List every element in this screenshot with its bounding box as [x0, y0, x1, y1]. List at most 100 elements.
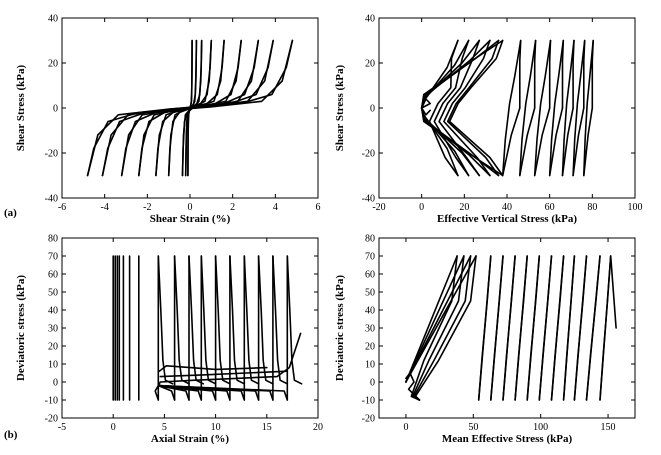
curve-layer	[405, 255, 617, 401]
x-tick-label: 80	[587, 202, 597, 213]
data-curve	[501, 39, 522, 177]
panel-deviatoric-axial-strain: -5 0 5 10 15 20 -20 -10 0 10 20 30 40 50 60 70 80 Axial …	[4, 234, 323, 446]
data-curve	[583, 39, 594, 177]
data-curve	[420, 39, 481, 109]
data-curve	[243, 255, 260, 385]
y-tick-label: 10	[48, 360, 58, 371]
data-curve	[533, 107, 551, 177]
data-curve	[583, 107, 594, 177]
data-curve	[538, 255, 553, 401]
data-curve	[420, 39, 504, 109]
data-curve	[548, 39, 565, 177]
data-curve	[157, 384, 176, 401]
data-curve	[446, 39, 500, 177]
curve-layer	[420, 39, 594, 177]
x-tick-label: 2	[230, 202, 235, 213]
x-tick-label: -4	[100, 202, 108, 213]
data-curve	[405, 255, 465, 383]
y-axis-label: Deviatoric stress (kPa)	[15, 275, 27, 381]
x-tick-label: 60	[545, 202, 555, 213]
data-curve	[157, 384, 289, 401]
x-axis-label: Mean Effective Stress (kPa)	[442, 433, 573, 445]
y-tick-label: 0	[370, 104, 375, 115]
x-tick-label: 0	[419, 202, 424, 213]
y-tick-label: -40	[362, 194, 375, 205]
data-curve	[420, 107, 504, 177]
data-curve	[158, 365, 268, 372]
y-tick-label: 30	[365, 324, 375, 335]
data-curve	[477, 255, 492, 401]
x-axis-label: Shear Strain (%)	[150, 213, 231, 225]
data-curve	[585, 255, 601, 401]
data-curve	[519, 39, 522, 109]
y-tick-label: -10	[45, 396, 58, 407]
y-tick-label: 10	[365, 360, 375, 371]
data-curve	[561, 107, 574, 177]
y-tick-label: -20	[45, 149, 58, 160]
y-tick-label: 40	[365, 14, 375, 25]
y-tick-label: -20	[362, 414, 375, 425]
y-tick-label: 50	[365, 288, 375, 299]
y-tick-label: 20	[48, 342, 58, 353]
data-curve	[443, 39, 491, 177]
data-curve	[229, 255, 246, 385]
x-tick-label: 100	[628, 202, 643, 213]
x-tick-label: 5	[162, 422, 167, 433]
x-tick-label: 4	[273, 202, 278, 213]
y-tick-label: 70	[365, 252, 375, 263]
data-curve	[550, 255, 565, 401]
data-curve	[86, 39, 294, 177]
data-curve	[405, 255, 477, 383]
data-curve	[572, 39, 586, 177]
data-curve	[519, 107, 536, 177]
data-curve	[562, 255, 576, 401]
y-tick-label: 60	[48, 270, 58, 281]
y-axis-label: Shear Stress (kPa)	[15, 64, 27, 151]
y-tick-label: 0	[53, 378, 58, 389]
data-curve	[561, 39, 575, 177]
x-tick-label: -2	[143, 202, 151, 213]
x-tick-label: 10	[211, 422, 221, 433]
y-tick-label: 20	[365, 342, 375, 353]
y-tick-label: 80	[48, 234, 58, 245]
x-axis-label: Effective Vertical Stress (kPa)	[437, 213, 577, 225]
y-tick-label: 60	[365, 270, 375, 281]
data-curve	[187, 39, 193, 177]
x-tick-label: 100	[533, 422, 548, 433]
y-tick-label: -20	[362, 149, 375, 160]
data-curve	[272, 255, 289, 385]
x-tick-label: -5	[58, 422, 66, 433]
data-curve	[572, 107, 585, 177]
x-tick-label: -20	[372, 202, 385, 213]
x-tick-label: 20	[313, 422, 323, 433]
data-curve	[533, 39, 552, 177]
y-tick-label: 40	[48, 14, 58, 25]
data-curve	[405, 372, 421, 401]
data-curve	[502, 255, 516, 401]
y-tick-label: 20	[365, 59, 375, 70]
y-tick-label: 30	[48, 324, 58, 335]
data-curve	[188, 255, 205, 385]
data-curve	[157, 332, 302, 387]
data-curve	[420, 98, 431, 116]
data-curve	[173, 255, 190, 385]
data-curve	[573, 255, 588, 401]
data-curve	[526, 255, 541, 401]
y-tick-label: 0	[53, 104, 58, 115]
x-tick-label: 15	[262, 422, 272, 433]
x-tick-label: 6	[316, 202, 321, 213]
curve-layer	[86, 39, 294, 177]
y-tick-label: 70	[48, 252, 58, 263]
data-curve	[609, 255, 617, 329]
tick-layer: 0 50 100 150 -20 -10 0 10 20 30 40 50 60 70 80	[362, 234, 635, 433]
data-curve	[490, 255, 504, 401]
plot-frame	[378, 17, 636, 199]
data-curve	[448, 39, 504, 177]
panel-deviatoric-mean-stress: 0 50 100 150 -20 -10 0 10 20 30 40 50 60 70 80 Mean Ef…	[334, 234, 636, 445]
data-curve	[214, 255, 231, 385]
data-curve	[514, 255, 528, 401]
x-tick-label: 0	[403, 422, 408, 433]
